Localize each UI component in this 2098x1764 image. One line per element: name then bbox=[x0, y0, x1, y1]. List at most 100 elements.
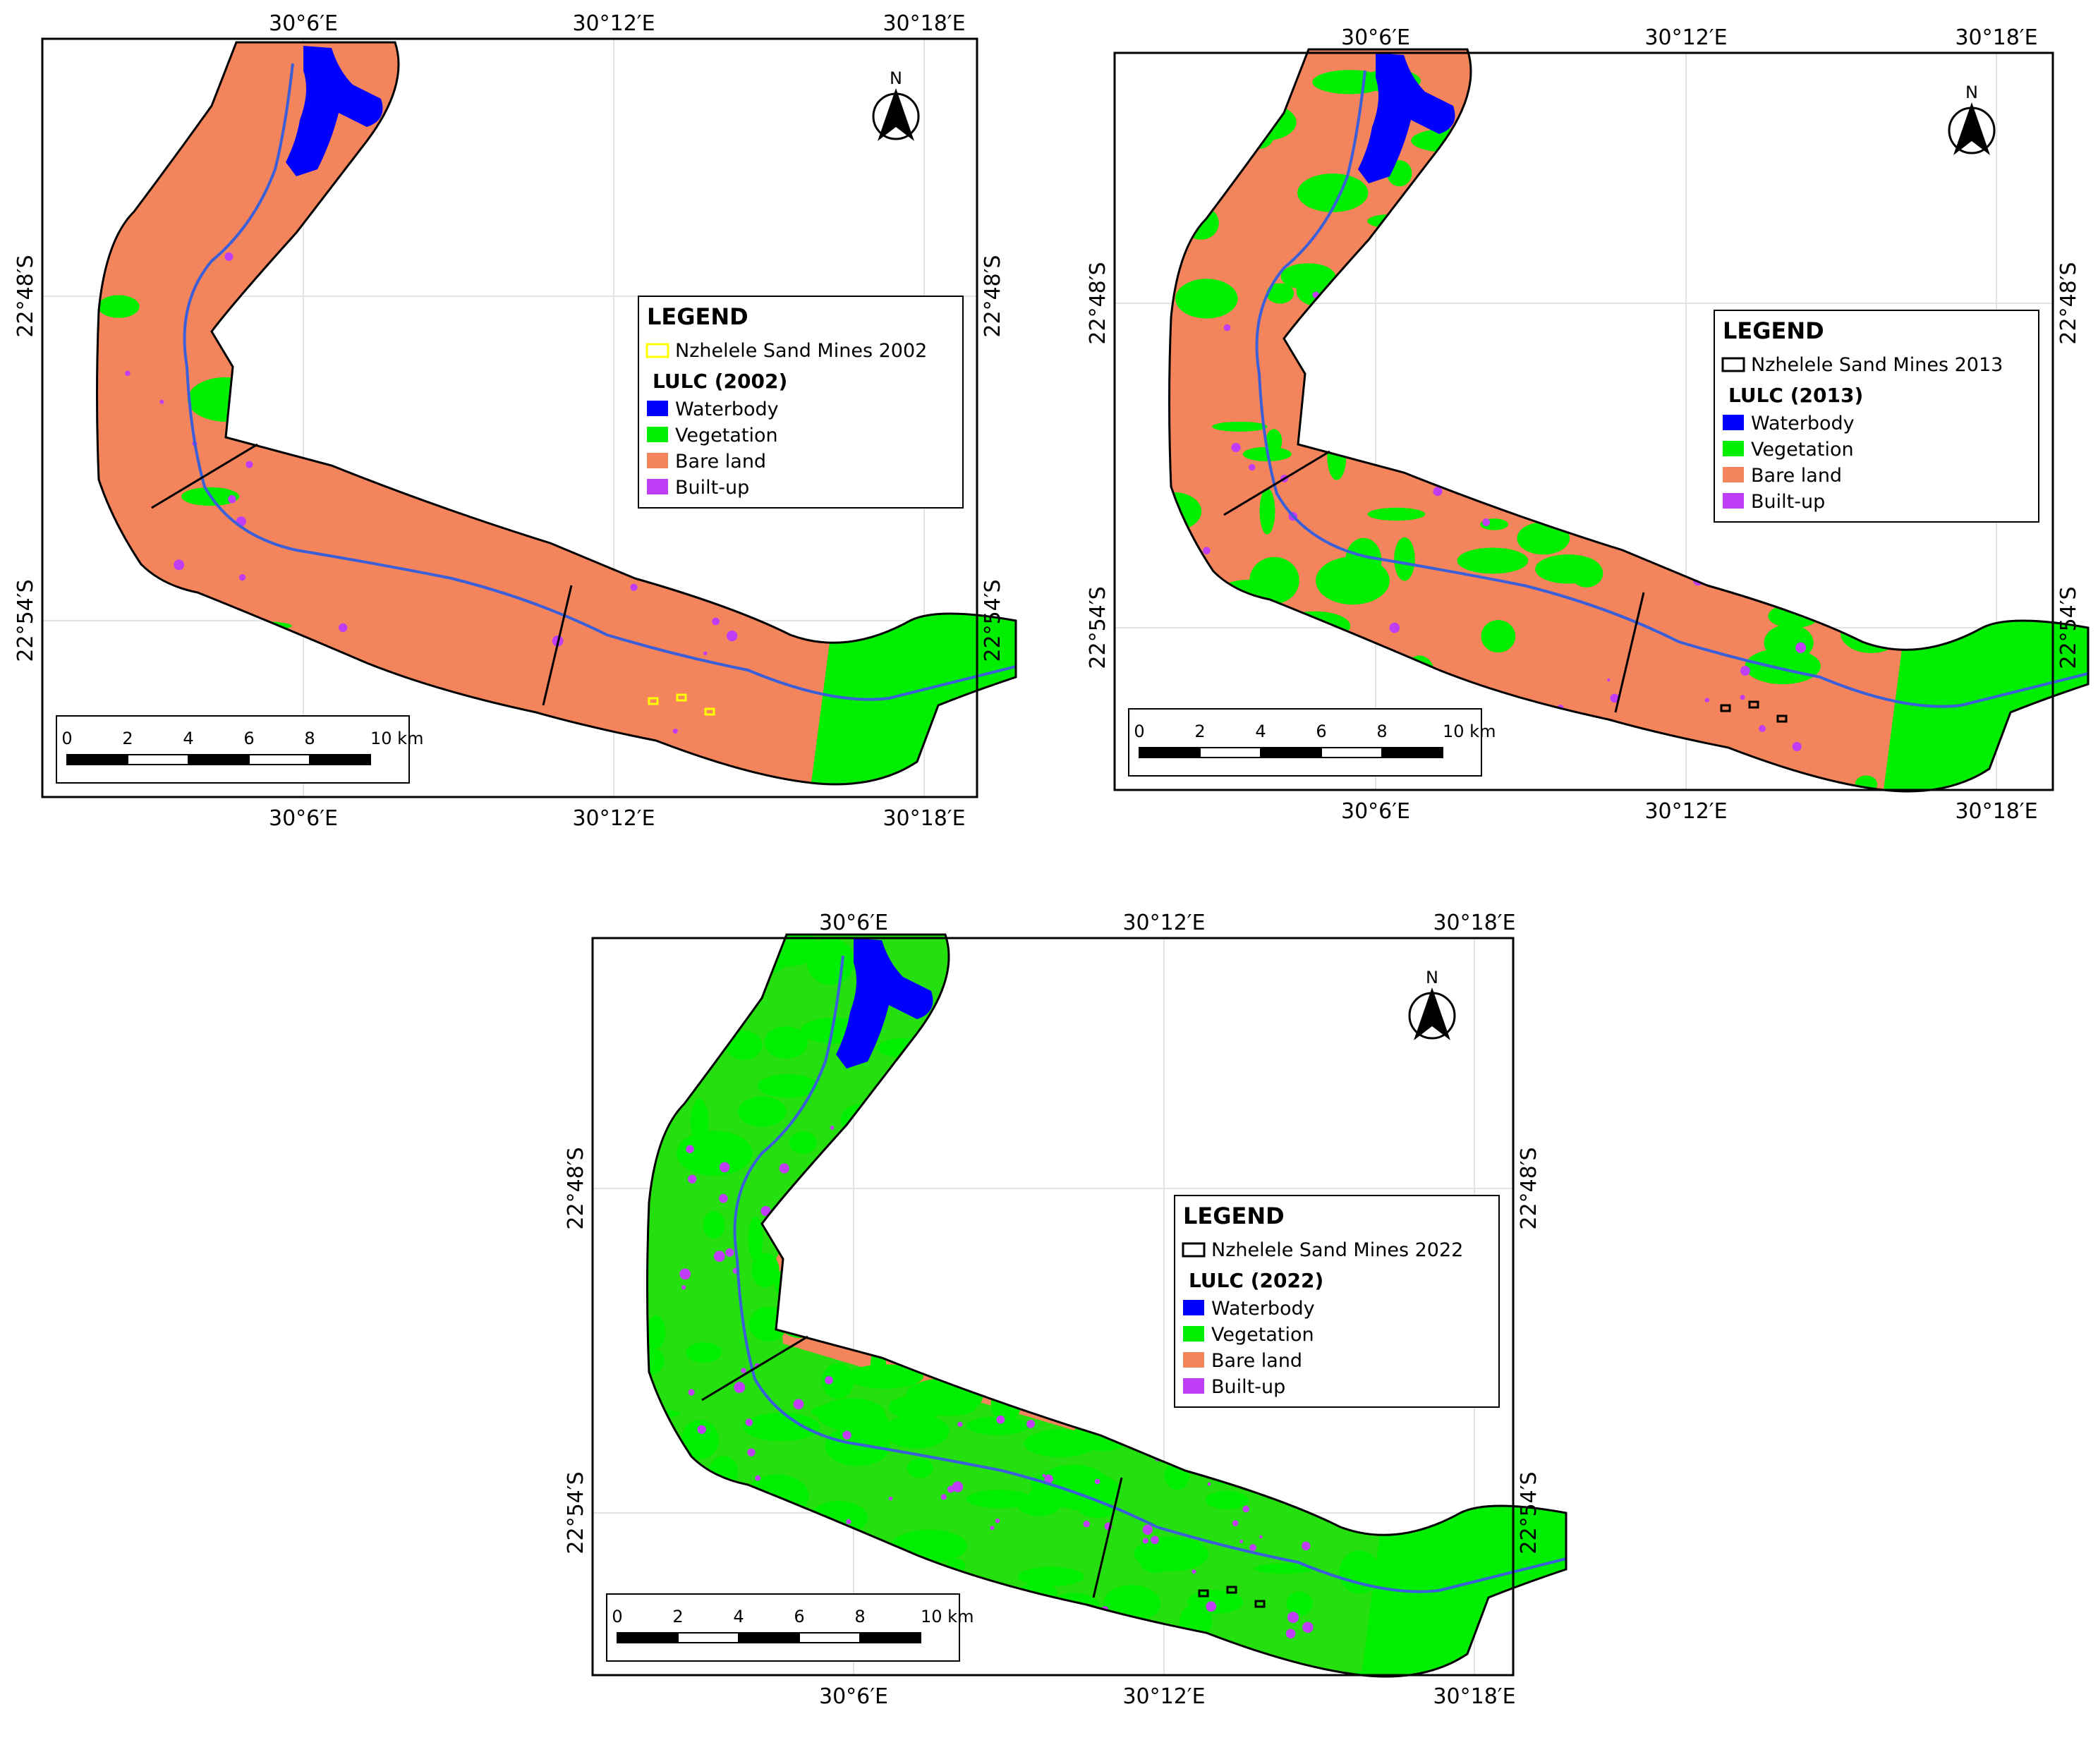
scale-label: 4 bbox=[183, 729, 193, 748]
sand-mine-site bbox=[1776, 714, 1788, 723]
legend-class-label: Vegetation bbox=[675, 425, 778, 446]
scale-label: 0 bbox=[61, 729, 72, 748]
latitude-label: 22°48′S bbox=[1086, 262, 1110, 344]
section-line bbox=[1614, 592, 1645, 713]
longitude-label: 30°12′E bbox=[1644, 799, 1727, 824]
map-frame bbox=[41, 37, 978, 798]
legend-title: LEGEND bbox=[647, 303, 748, 330]
longitude-label: 30°12′E bbox=[1122, 911, 1205, 935]
svg-text:N: N bbox=[1965, 83, 1978, 102]
legend-class-label: Bare land bbox=[675, 451, 766, 473]
scale-label: 10 km bbox=[921, 1607, 974, 1626]
legend: LEGEND Nzhelele Sand Mines 2022 LULC (2022… bbox=[1174, 1195, 1500, 1408]
legend-class-label: Waterbody bbox=[675, 399, 779, 420]
north-arrow-icon: N bbox=[872, 68, 920, 141]
sand-mine-site bbox=[1198, 1589, 1209, 1598]
latitude-label: 22°48′S bbox=[981, 255, 1005, 337]
longitude-label: 30°6′E bbox=[1341, 799, 1410, 824]
legend-swatch bbox=[1183, 1326, 1204, 1342]
latitude-label: 22°48′S bbox=[13, 255, 38, 337]
legend: LEGEND Nzhelele Sand Mines 2002 LULC (2002… bbox=[638, 296, 964, 509]
legend-lulc-title: LULC (2002) bbox=[653, 370, 787, 393]
study-area-boundary bbox=[1168, 48, 2090, 793]
legend-swatch bbox=[1723, 467, 1744, 482]
longitude-label: 30°6′E bbox=[819, 911, 888, 935]
scale-bar: 0 2 4 6 8 10 km bbox=[56, 715, 423, 784]
sand-mine-site bbox=[1254, 1600, 1266, 1608]
map-2013: 30°6′E 30°6′E 30°12′E 30°12′E 30°18′E 30°18′E… bbox=[1086, 25, 2090, 824]
latitude-label: 22°54′S bbox=[981, 579, 1005, 662]
scale-label: 10 km bbox=[370, 729, 423, 748]
legend-title: LEGEND bbox=[1723, 317, 1824, 344]
scale-label: 2 bbox=[672, 1607, 683, 1626]
svg-text:N: N bbox=[1426, 968, 1438, 987]
longitude-label: 30°12′E bbox=[1122, 1684, 1205, 1709]
north-arrow-icon: N bbox=[1948, 83, 1996, 155]
scale-bar: 0 2 4 6 8 10 km bbox=[1128, 708, 1496, 777]
latitude-label: 22°48′S bbox=[564, 1147, 588, 1229]
legend-class-label: Bare land bbox=[1751, 465, 1842, 487]
latitude-label: 22°54′S bbox=[564, 1471, 588, 1554]
longitude-label: 30°6′E bbox=[819, 1684, 888, 1709]
legend-swatch bbox=[1723, 493, 1744, 509]
legend-swatch bbox=[1723, 415, 1744, 430]
legend-site-label: Nzhelele Sand Mines 2002 bbox=[675, 340, 927, 362]
sand-mine-site bbox=[704, 707, 715, 716]
legend: LEGEND Nzhelele Sand Mines 2013 LULC (2013… bbox=[1714, 310, 2039, 523]
legend-class-label: Vegetation bbox=[1211, 1324, 1314, 1346]
longitude-label: 30°18′E bbox=[883, 806, 965, 831]
legend-class-label: Built-up bbox=[1211, 1376, 1285, 1398]
study-area-boundary bbox=[646, 933, 1568, 1678]
map-frame bbox=[591, 937, 1515, 1677]
section-line bbox=[1223, 450, 1330, 516]
sand-mine-site bbox=[1748, 700, 1759, 709]
scale-label: 8 bbox=[854, 1607, 865, 1626]
scale-label: 8 bbox=[1376, 722, 1387, 741]
legend-swatch bbox=[1183, 1352, 1204, 1368]
scale-label: 10 km bbox=[1443, 722, 1496, 741]
latitude-label: 22°48′S bbox=[2056, 262, 2081, 344]
scale-label: 6 bbox=[794, 1607, 804, 1626]
longitude-label: 30°12′E bbox=[572, 11, 655, 36]
longitude-label: 30°6′E bbox=[269, 11, 338, 36]
scale-label: 2 bbox=[1194, 722, 1205, 741]
legend-class-label: Built-up bbox=[675, 477, 749, 499]
longitude-label: 30°6′E bbox=[1341, 25, 1410, 50]
legend-class-label: Built-up bbox=[1751, 491, 1825, 513]
legend-class-label: Bare land bbox=[1211, 1350, 1302, 1372]
section-line bbox=[542, 585, 573, 706]
longitude-label: 30°18′E bbox=[1433, 1684, 1515, 1709]
scale-label: 6 bbox=[243, 729, 254, 748]
legend-class-label: Vegetation bbox=[1751, 439, 1854, 461]
scale-label: 4 bbox=[1255, 722, 1266, 741]
sand-mine-site bbox=[676, 693, 687, 702]
longitude-label: 30°12′E bbox=[572, 806, 655, 831]
longitude-label: 30°18′E bbox=[1955, 25, 2037, 50]
scale-label: 0 bbox=[1134, 722, 1144, 741]
legend-swatch bbox=[1183, 1300, 1204, 1315]
latitude-label: 22°54′S bbox=[13, 579, 38, 662]
study-area-boundary bbox=[96, 41, 1017, 786]
latitude-label: 22°54′S bbox=[1517, 1471, 1541, 1554]
legend-lulc-title: LULC (2013) bbox=[1728, 384, 1863, 407]
north-arrow-icon: N bbox=[1408, 968, 1456, 1040]
scale-label: 0 bbox=[612, 1607, 622, 1626]
svg-text:N: N bbox=[890, 68, 902, 88]
longitude-label: 30°6′E bbox=[269, 806, 338, 831]
sand-mine-site bbox=[648, 697, 659, 705]
legend-swatch bbox=[647, 401, 668, 416]
sand-mine-site bbox=[1226, 1586, 1237, 1594]
scale-bar: 0 2 4 6 8 10 km bbox=[606, 1593, 974, 1662]
longitude-label: 30°12′E bbox=[1644, 25, 1727, 50]
legend-site-label: Nzhelele Sand Mines 2022 bbox=[1211, 1239, 1463, 1261]
legend-swatch bbox=[1183, 1378, 1204, 1394]
latitude-label: 22°54′S bbox=[1086, 586, 1110, 669]
legend-title: LEGEND bbox=[1183, 1203, 1285, 1229]
section-line bbox=[701, 1335, 808, 1401]
legend-site-label: Nzhelele Sand Mines 2013 bbox=[1751, 354, 2003, 376]
section-line bbox=[1092, 1477, 1123, 1598]
scale-label: 6 bbox=[1316, 722, 1326, 741]
section-line bbox=[151, 443, 258, 509]
latitude-label: 22°48′S bbox=[1517, 1147, 1541, 1229]
legend-swatch bbox=[647, 427, 668, 442]
